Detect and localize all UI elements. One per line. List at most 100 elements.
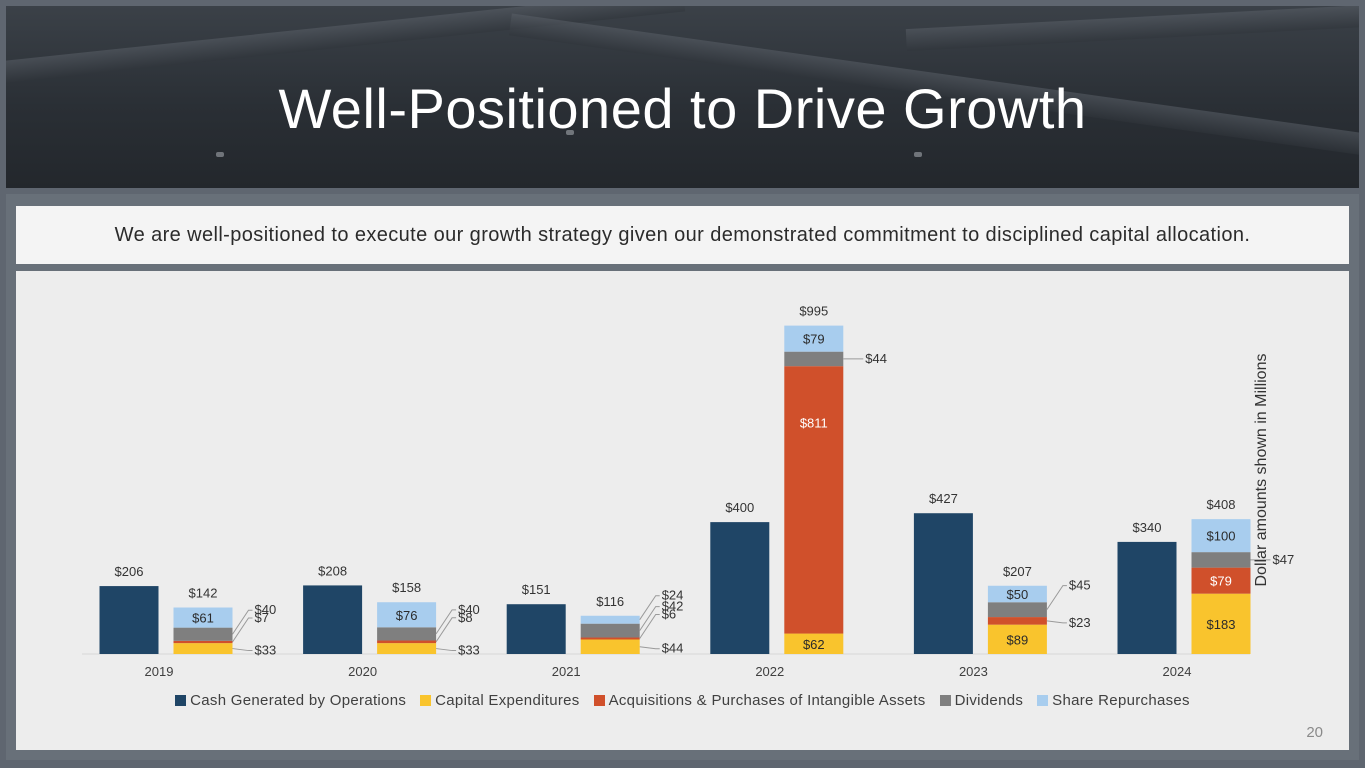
x-tick-label: 2023 bbox=[959, 664, 988, 679]
summary-banner: We are well-positioned to execute our gr… bbox=[16, 206, 1349, 264]
x-tick-label: 2020 bbox=[348, 664, 377, 679]
legend-swatch bbox=[593, 695, 605, 706]
legend-label: Capital Expenditures bbox=[435, 692, 580, 709]
page-number: 20 bbox=[1306, 724, 1323, 741]
data-label-cash: $206 bbox=[115, 564, 144, 579]
data-label-capex: $183 bbox=[1207, 617, 1236, 632]
legend-label: Dividends bbox=[954, 692, 1024, 709]
bar-cash-2021 bbox=[506, 604, 566, 654]
bar-cash-2024 bbox=[1117, 541, 1177, 654]
data-label-cash: $427 bbox=[929, 491, 958, 506]
data-label-div: $42 bbox=[662, 599, 684, 614]
x-tick-label: 2024 bbox=[1163, 664, 1192, 679]
data-label-rep: $79 bbox=[803, 332, 825, 347]
legend-item-cash: Cash Generated by Operations bbox=[175, 692, 406, 709]
bar-rep-2020 bbox=[377, 602, 437, 628]
bar-rep-2019 bbox=[173, 607, 233, 628]
slide-title: Well-Positioned to Drive Growth bbox=[278, 77, 1087, 140]
data-label-rep: $24 bbox=[662, 588, 684, 603]
legend-item-capex: Capital Expenditures bbox=[420, 692, 579, 709]
legend-label: Share Repurchases bbox=[1052, 692, 1190, 709]
bar-acq-2020 bbox=[377, 640, 437, 644]
data-label-div: $40 bbox=[255, 602, 277, 617]
hero-header: Well-Positioned to Drive Growth bbox=[6, 6, 1359, 188]
data-label-capex: $33 bbox=[458, 643, 480, 658]
legend-swatch bbox=[939, 695, 951, 706]
ceiling-light-icon bbox=[914, 152, 922, 157]
leader-line bbox=[639, 595, 660, 620]
legend-item-repurchases: Share Repurchases bbox=[1037, 692, 1190, 709]
bar-capex-2021 bbox=[580, 639, 640, 654]
leader-line bbox=[639, 646, 660, 650]
bar-div-2024 bbox=[1191, 552, 1251, 568]
bar-acq-2021 bbox=[580, 637, 640, 640]
chart-legend: Cash Generated by Operations Capital Exp… bbox=[0, 692, 1365, 709]
leader-line bbox=[639, 606, 660, 631]
legend-label: Cash Generated by Operations bbox=[190, 692, 407, 709]
leader-line bbox=[1046, 585, 1067, 610]
data-label-rep: $100 bbox=[1207, 529, 1236, 544]
bar-rep-2024 bbox=[1191, 519, 1251, 553]
bar-cash-2019 bbox=[99, 586, 159, 654]
legend-label: Acquisitions & Purchases of Intangible A… bbox=[608, 692, 926, 709]
data-label-div: $47 bbox=[1273, 552, 1295, 567]
x-tick-label: 2019 bbox=[145, 664, 174, 679]
data-label-cash: $340 bbox=[1133, 520, 1162, 535]
leader-line bbox=[232, 648, 253, 652]
data-label-total: $142 bbox=[189, 586, 218, 601]
leader-line bbox=[435, 617, 457, 643]
data-label-capex: $89 bbox=[1007, 632, 1029, 647]
legend-item-dividends: Dividends bbox=[939, 692, 1024, 709]
legend-swatch bbox=[1037, 695, 1049, 706]
bar-capex-2020 bbox=[377, 643, 437, 654]
leader-line bbox=[1046, 620, 1067, 624]
leader-line bbox=[435, 609, 457, 635]
data-label-capex: $62 bbox=[803, 637, 825, 652]
bar-capex-2022 bbox=[784, 633, 844, 654]
data-label-div: $40 bbox=[458, 602, 480, 617]
leader-line bbox=[639, 614, 660, 639]
data-label-capex: $44 bbox=[662, 641, 684, 656]
leader-line bbox=[232, 609, 253, 635]
bar-acq-2024 bbox=[1191, 567, 1251, 594]
data-label-total: $995 bbox=[799, 304, 828, 319]
bar-rep-2022 bbox=[784, 325, 844, 352]
axis-units-note: Dollar amounts shown in Millions bbox=[1253, 353, 1270, 587]
x-tick-label: 2021 bbox=[552, 664, 581, 679]
bar-div-2022 bbox=[784, 351, 844, 367]
chart-panel bbox=[16, 271, 1349, 750]
bar-div-2020 bbox=[377, 627, 437, 641]
data-label-acq: $811 bbox=[800, 416, 828, 431]
data-label-capex: $33 bbox=[255, 643, 277, 658]
data-label-cash: $151 bbox=[522, 582, 551, 597]
data-label-rep: $50 bbox=[1007, 587, 1029, 602]
legend-swatch bbox=[175, 695, 187, 706]
data-label-acq: $7 bbox=[255, 610, 269, 625]
data-label-acq: $79 bbox=[1210, 574, 1232, 589]
ceiling-light-icon bbox=[216, 152, 224, 157]
bar-capex-2024 bbox=[1191, 593, 1251, 654]
data-label-acq: $23 bbox=[1069, 615, 1091, 630]
bar-acq-2022 bbox=[784, 366, 844, 634]
data-label-div: $45 bbox=[1069, 578, 1091, 593]
bar-capex-2023 bbox=[987, 624, 1047, 654]
bar-div-2021 bbox=[580, 623, 640, 638]
leader-line bbox=[232, 617, 253, 643]
data-label-cash: $400 bbox=[725, 500, 754, 515]
data-label-div: $44 bbox=[865, 351, 887, 366]
leader-line bbox=[436, 648, 457, 652]
bar-capex-2019 bbox=[173, 643, 233, 654]
bar-rep-2023 bbox=[987, 585, 1047, 603]
data-label-total: $158 bbox=[392, 580, 421, 595]
bar-acq-2019 bbox=[173, 640, 233, 644]
bar-rep-2021 bbox=[580, 615, 640, 624]
bar-acq-2023 bbox=[987, 617, 1047, 625]
bar-div-2023 bbox=[987, 602, 1047, 618]
legend-swatch bbox=[420, 695, 432, 706]
data-label-acq: $8 bbox=[458, 610, 472, 625]
x-tick-label: 2022 bbox=[755, 664, 784, 679]
bar-div-2019 bbox=[173, 627, 233, 641]
data-label-total: $116 bbox=[596, 594, 624, 609]
data-label-total: $408 bbox=[1207, 497, 1236, 512]
